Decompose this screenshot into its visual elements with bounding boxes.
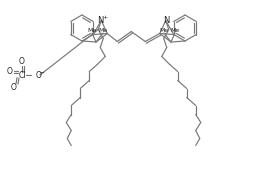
Text: +: + bbox=[102, 15, 107, 20]
Text: O: O bbox=[19, 58, 25, 66]
Text: Me: Me bbox=[87, 28, 97, 34]
Text: Me: Me bbox=[170, 28, 180, 34]
Text: N: N bbox=[164, 16, 170, 25]
Text: Me: Me bbox=[98, 28, 108, 34]
Text: O: O bbox=[11, 82, 17, 91]
Text: N: N bbox=[97, 16, 104, 25]
Text: O: O bbox=[7, 66, 13, 75]
Text: O: O bbox=[36, 71, 42, 80]
Text: Me: Me bbox=[159, 28, 169, 34]
Text: Cl: Cl bbox=[18, 71, 26, 80]
Text: −: − bbox=[40, 69, 44, 74]
